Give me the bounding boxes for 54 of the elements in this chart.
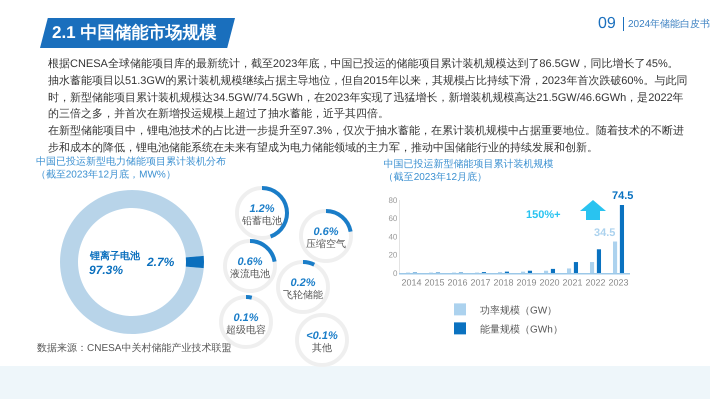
category-label: 压缩空气 (306, 238, 346, 250)
text: 在新型储能项目中，锂电池技术的占比进一步提升至97.3%，仅次于抽水蓄能，在累计装机规模中占据重要地位。随着技术的不断进步和成本的降低，锂电池储能系统在未来有望成为电力储能领域的主力军，推动中国储能行业的持续发展和创新。 (48, 124, 686, 156)
x-tick-label: 2019 (516, 277, 537, 288)
y-tick-label: 80 (388, 196, 398, 205)
x-tick-label: 2020 (539, 277, 560, 288)
data-label: 1.2% (249, 203, 275, 215)
y-tick-label: 40 (388, 232, 398, 242)
data-label: <0.1% (306, 330, 338, 342)
slice-label: 锂离子电池 (89, 250, 141, 262)
data-label: 0.1% (233, 312, 259, 324)
bar (612, 242, 618, 273)
data-label: 74.5 (612, 190, 634, 202)
bar (566, 268, 572, 273)
x-tick-label: 2015 (424, 277, 445, 288)
text: 2024年储能白皮书 (628, 18, 710, 32)
chart-title: 中国已投运新型电力储能项目累计装机分布 (36, 155, 226, 168)
data-label: 34.5 (594, 227, 616, 239)
data-label: 0.2% (290, 277, 316, 289)
category-label: 其他 (312, 342, 332, 354)
category-label: 飞轮储能 (283, 289, 323, 301)
x-tick-label: 2016 (447, 277, 468, 288)
text: 2.1 中国储能市场规模 (52, 22, 218, 44)
x-tick-label: 2014 (401, 277, 422, 288)
source-note: 数据来源：CNESA中关村储能产业技术联盟 (37, 342, 232, 354)
data-label: 0.6% (313, 226, 339, 238)
chart-subtitle: （截至2023年12月底，MW%） (36, 168, 176, 180)
x-tick-label: 2023 (608, 277, 629, 288)
legend-label: 功率规模（GW） (480, 304, 558, 316)
data-label: 97.3% (89, 263, 124, 277)
bar (550, 268, 556, 273)
bar (596, 249, 602, 273)
donut-slice (60, 190, 204, 334)
x-tick-label: 2021 (562, 277, 583, 288)
x-tick-label: 2017 (470, 277, 491, 288)
y-tick-label: 20 (388, 250, 398, 260)
x-tick-label: 2018 (493, 277, 514, 288)
x-tick-label: 2022 (585, 277, 606, 288)
text: 根据CNESA全球储能项目库的最新统计，截至2023年底，中国已投运的储能项目累计装机规模达到了86.5GW，同比增长了45%。抽水蓄能项目以51.3GW的累计装机规模继续占据主导地位，但自2015年以来，其规模占比持续下滑，2023年首次跌破60%。与此同时，新型储能项目累计装机规模达34.5GW/74.5GWh，在2023年实现了迅猛增长，新增装机规模高达21.5GW/46.6GWh，是2022年的三倍之多，并首次在新增投运规模上超过了抽水蓄能，近乎其四倍。 (48, 56, 688, 122)
chart-title: 中国已投运新型储能项目累计装机规模 (384, 158, 554, 170)
legend-label: 能量规模（GWh） (480, 323, 563, 336)
bar (590, 262, 594, 273)
bar (574, 262, 578, 273)
text: 09 (598, 14, 617, 34)
category-label: 铅蓄电池 (241, 215, 282, 227)
annotation: 150%+ (526, 209, 561, 221)
donut-slice (186, 256, 204, 268)
category-label: 液流电池 (230, 268, 270, 280)
y-tick-label: 60 (388, 214, 398, 224)
data-label: 0.6% (237, 256, 263, 268)
data-label: 2.7% (146, 255, 175, 269)
bar (620, 205, 624, 273)
y-tick-label: 0 (392, 268, 398, 278)
chart-subtitle: （截至2023年12月底） (384, 171, 488, 183)
category-label: 超级电容 (226, 324, 266, 336)
